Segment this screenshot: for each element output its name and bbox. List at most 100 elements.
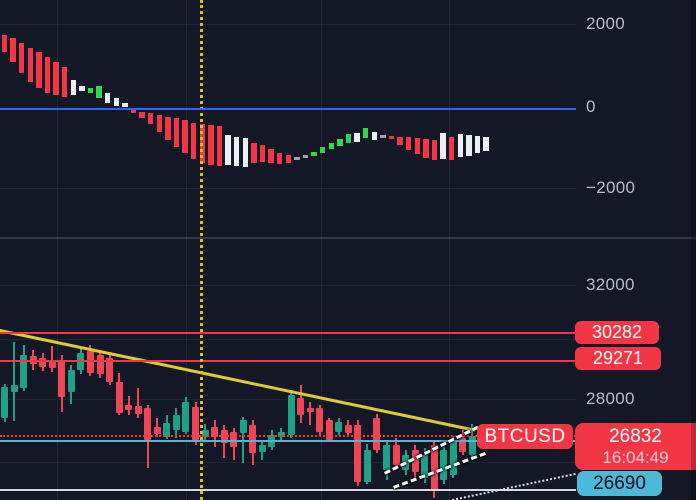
hist-bar — [423, 139, 429, 159]
candle-body — [182, 402, 190, 433]
hist-bar — [104, 92, 111, 103]
hist-bar — [448, 137, 455, 161]
session-divider-dotted[interactable] — [199, 0, 203, 500]
hist-bar — [10, 37, 16, 62]
gridline-v — [448, 0, 450, 500]
candle-body — [373, 418, 381, 451]
hist-bar — [474, 136, 481, 153]
candle-body — [134, 406, 142, 415]
candle-body — [163, 423, 171, 438]
candle-body — [153, 427, 161, 435]
gridline-h — [0, 23, 576, 25]
gridline-v — [320, 0, 322, 500]
resistance-line-30282[interactable] — [0, 332, 576, 334]
hist-bar — [208, 125, 214, 165]
hist-bar — [337, 139, 343, 146]
dotted-projection-line[interactable] — [452, 473, 576, 500]
gridline-h — [0, 187, 576, 189]
candle-body — [20, 355, 28, 388]
candle-body — [421, 455, 429, 479]
axis-tick-32000: 32000 — [586, 275, 635, 294]
candle-body — [402, 455, 410, 471]
candle-body — [201, 430, 209, 438]
hist-bar — [457, 133, 464, 157]
hist-bar — [405, 137, 412, 151]
gridline-h — [0, 461, 576, 463]
candle-body — [335, 422, 343, 433]
candle-body — [411, 450, 419, 473]
zero-line[interactable] — [0, 107, 576, 110]
candle-body — [58, 359, 66, 398]
hist-bar — [44, 56, 51, 93]
hist-bar — [328, 142, 335, 150]
candle-body — [325, 420, 333, 441]
axis-tick-0: 0 — [586, 97, 596, 116]
hist-bar — [87, 87, 94, 93]
candle-body — [239, 420, 247, 434]
candle-body — [211, 427, 219, 438]
hist-bar — [53, 61, 59, 95]
hist-bar — [190, 122, 197, 160]
hist-bar — [216, 126, 223, 166]
candle-body — [144, 408, 152, 441]
hist-bar — [36, 52, 42, 88]
hist-bar — [1, 34, 8, 53]
candle-body — [39, 358, 47, 367]
candle-body — [459, 438, 467, 453]
resistance-line-29271[interactable] — [0, 360, 576, 362]
hist-bar — [302, 154, 309, 159]
screen-edge — [691, 0, 696, 500]
hist-bar — [276, 152, 283, 164]
white-support-line[interactable] — [0, 489, 576, 491]
candle-body — [354, 425, 362, 483]
hist-bar — [96, 85, 102, 99]
level-badge-30282: 30282 — [575, 321, 659, 344]
hist-bar — [397, 137, 403, 145]
candle-body — [48, 360, 56, 368]
candle-body — [1, 387, 8, 419]
candle-body — [468, 435, 476, 456]
candle-wick — [309, 402, 312, 426]
hist-bar — [294, 157, 300, 161]
candle-wick — [13, 342, 16, 422]
hist-bar — [483, 137, 489, 151]
panel-separator[interactable] — [0, 237, 696, 239]
candle-body — [172, 415, 180, 431]
candle-body — [363, 450, 371, 483]
hist-bar — [268, 149, 274, 163]
low-level-badge: 26690 — [577, 471, 662, 496]
last-price-dotted-line[interactable] — [0, 435, 576, 437]
hist-bar — [156, 115, 163, 132]
candle-body — [29, 355, 37, 364]
candle-body — [230, 432, 238, 448]
hist-bar — [27, 48, 34, 82]
last-price-badge: 26832 16:04:49 — [575, 423, 696, 470]
axis-tick-2000: 2000 — [586, 14, 626, 33]
hist-bar — [165, 117, 171, 141]
symbol-badge: BTCUSD — [477, 424, 573, 449]
candle-body — [106, 358, 114, 382]
candle-body — [449, 440, 457, 476]
candle-wick — [137, 388, 140, 419]
hist-bar — [113, 98, 120, 106]
hist-bar — [311, 151, 317, 156]
candle-body — [67, 370, 75, 393]
cyan-level-line[interactable] — [0, 440, 576, 442]
axis-tick-28000: 28000 — [586, 389, 635, 408]
hist-bar — [285, 154, 292, 163]
hist-bar — [173, 118, 180, 148]
last-price-value: 26832 — [609, 425, 662, 447]
hist-bar — [139, 111, 145, 119]
candle-body — [287, 395, 295, 436]
hist-bar — [79, 85, 85, 92]
hist-bar — [182, 120, 188, 154]
candle-body — [316, 408, 324, 433]
candle-body — [258, 445, 266, 453]
last-price-time: 16:04:49 — [602, 447, 669, 467]
candle-body — [440, 450, 448, 481]
hist-bar — [414, 138, 421, 154]
hist-bar — [122, 103, 128, 108]
candle-body — [277, 432, 285, 438]
